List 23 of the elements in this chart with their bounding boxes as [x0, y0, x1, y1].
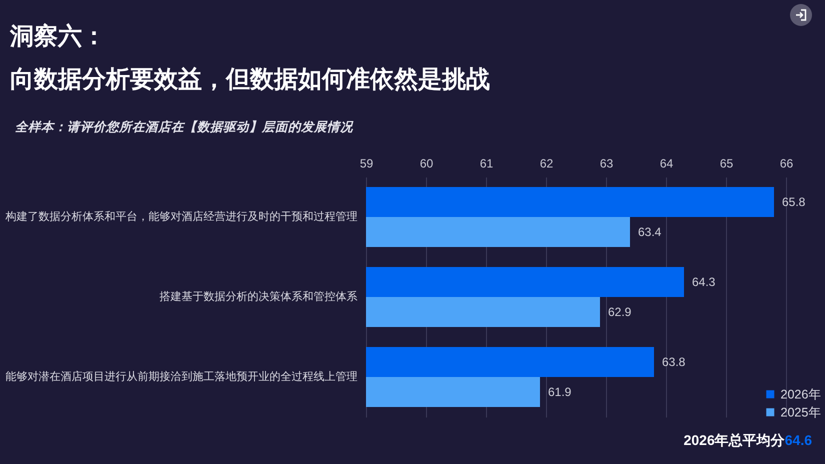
x-tick-label: 59 — [360, 156, 374, 170]
x-tick-label: 65 — [720, 156, 734, 170]
y-tick-label: 构建了数据分析体系和平台，能够对酒店经营进行及时的干预和过程管理 — [4, 210, 358, 223]
legend-label: 2026年 — [780, 387, 822, 402]
text: 全样本：请评价您所在酒店在【数据驱动】层面的发展情况 — [15, 119, 353, 135]
data-label: 63.8 — [662, 355, 686, 369]
y-tick-label: 搭建基于数据分析的决策体系和管控体系 — [160, 290, 358, 303]
legend-label: 2025年 — [780, 405, 822, 420]
x-tick-label: 66 — [780, 156, 794, 170]
data-label: 64.3 — [692, 275, 716, 289]
x-tick-label: 63 — [600, 156, 614, 170]
x-tick-label: 61 — [480, 156, 494, 170]
x-tick-label: 60 — [420, 156, 434, 170]
text: 2026年总平均分64.6 — [684, 432, 812, 448]
data-label: 65.8 — [782, 195, 806, 209]
data-label: 63.4 — [638, 225, 662, 239]
chart-subtitle: 向数据分析要效益，但数据如何准依然是挑战 — [10, 65, 490, 95]
x-tick-label: 62 — [540, 156, 554, 170]
text: 洞察六： — [10, 22, 106, 52]
data-label: 62.9 — [608, 305, 632, 319]
y-tick-label: 能够对潜在酒店项目进行从前期接洽到施工落地预开业的全过程线上管理 — [6, 370, 358, 383]
x-tick-label: 64 — [660, 156, 674, 170]
data-label: 61.9 — [548, 385, 572, 399]
